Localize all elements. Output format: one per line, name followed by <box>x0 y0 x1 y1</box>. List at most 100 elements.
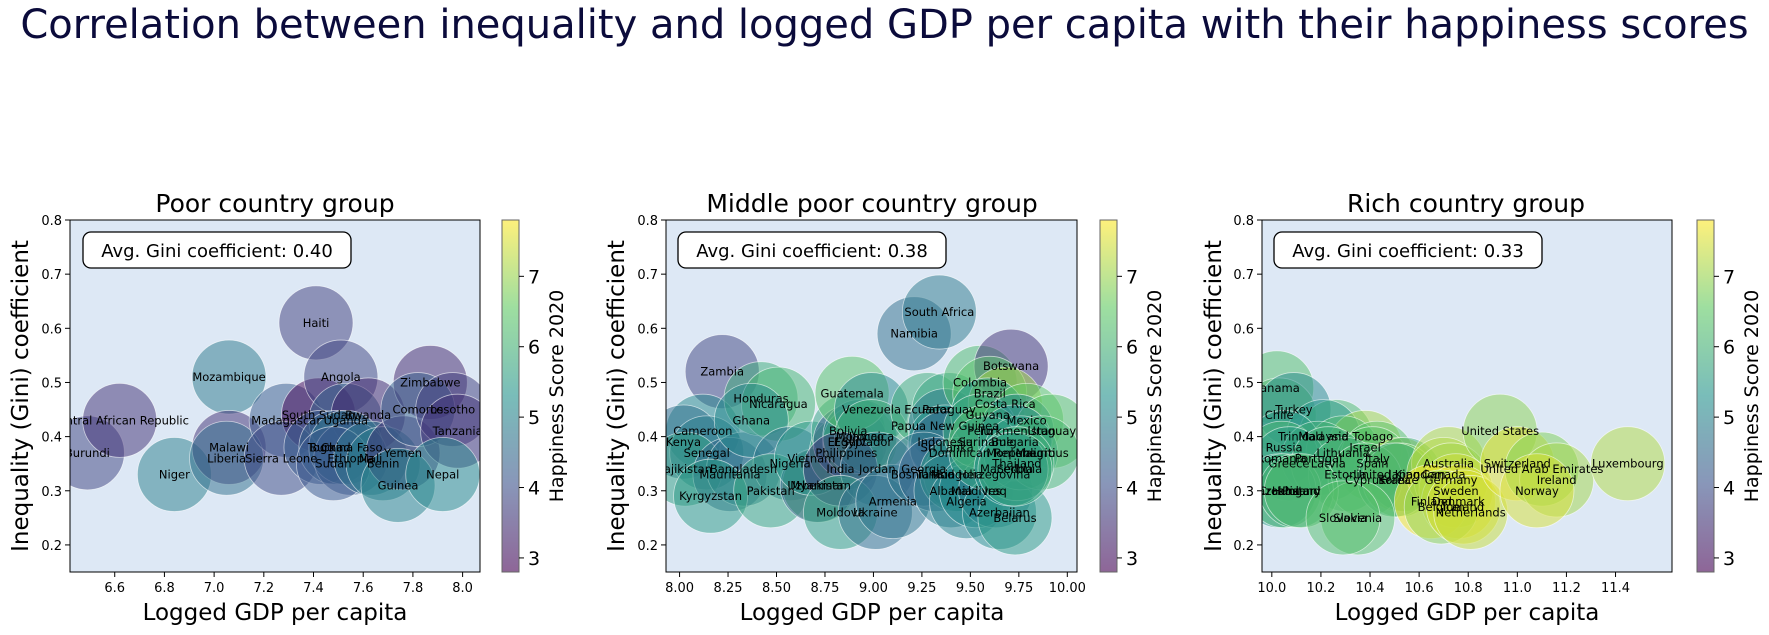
country-label: Guinea <box>378 478 419 492</box>
y-tick-label: 0.5 <box>41 376 62 391</box>
chart-panel-middle-poor: Middle poor country group Zambia Cameroon… <box>604 189 1166 626</box>
colorbar <box>1696 219 1715 573</box>
y-tick-label: 0.4 <box>41 431 62 446</box>
country-label: Italy <box>1365 451 1390 465</box>
country-label: Moldova <box>816 505 864 519</box>
scatter-points <box>1262 350 1666 556</box>
country-label: Croatia <box>1259 484 1300 498</box>
country-label: El Salvador <box>828 435 893 449</box>
country-label: Bangladesh <box>710 462 777 476</box>
y-tick-label: 0.8 <box>1233 214 1254 229</box>
plot-frame <box>665 219 1078 573</box>
colorbar-tick-label: 7 <box>528 266 540 288</box>
country-label: Germany <box>1425 473 1478 487</box>
country-label: Belgium <box>1418 500 1465 514</box>
y-axis-ticks: 0.2 0.3 0.4 0.5 0.6 0.7 0.8 <box>1233 214 1262 554</box>
country-label: Peru <box>967 424 993 438</box>
country-label: Suriname <box>958 435 1013 449</box>
colorbar-tick-label: 3 <box>528 548 540 570</box>
country-label: Central African Republic <box>50 413 188 427</box>
colorbar-tick-label: 7 <box>1723 266 1735 288</box>
chart-panel-poor: Poor country group Burundi Central Africa… <box>8 189 568 626</box>
panel-title: Rich country group <box>1347 189 1585 218</box>
country-label: Philippines <box>815 446 877 460</box>
country-label: United Arab Emirates <box>1480 462 1603 476</box>
x-tick-label: 10.0 <box>1257 581 1286 596</box>
x-tick-label: 7.8 <box>403 581 424 596</box>
country-label: Mexico <box>1007 413 1047 427</box>
country-label: Pakistan <box>747 484 795 498</box>
country-label: Comoros <box>392 403 443 417</box>
y-tick-label: 0.3 <box>1233 485 1254 500</box>
country-label: Sierra Leone <box>245 451 317 465</box>
country-label: Maldives <box>951 484 1002 498</box>
country-label: France <box>1380 473 1418 487</box>
colorbar-ticks: 3 4 5 6 7 <box>1117 266 1138 570</box>
country-label: Tunisia <box>915 468 955 482</box>
colorbar-tick-label: 4 <box>528 478 540 500</box>
colorbar-tick-label: 3 <box>1126 548 1138 570</box>
panel-title: Poor country group <box>155 189 394 218</box>
country-label: Latvia <box>1311 457 1346 471</box>
y-tick-label: 0.5 <box>1233 376 1254 391</box>
colorbar-ticks: 3 4 5 6 7 <box>1714 266 1735 570</box>
y-axis-label: Inequality (Gini) coefficient <box>1201 240 1227 552</box>
country-label: Rwanda <box>345 408 391 422</box>
country-label: Indonesia <box>917 435 973 449</box>
country-label: Greece <box>1269 457 1310 471</box>
country-label: South Sudan <box>282 408 355 422</box>
x-tick-label: 7.4 <box>303 581 324 596</box>
country-label: Iraq <box>984 484 1006 498</box>
x-tick-label: 8.25 <box>714 581 743 596</box>
colorbar-tick-label: 5 <box>1723 407 1735 429</box>
country-label: Yemen <box>383 446 422 460</box>
colorbar <box>501 219 520 573</box>
x-axis-label: Logged GDP per capita <box>1335 600 1600 626</box>
country-label: Ireland <box>1537 473 1577 487</box>
country-label: Russia <box>1266 440 1303 454</box>
x-tick-label: 8.75 <box>810 581 839 596</box>
country-label: Niger <box>159 468 190 482</box>
country-label: Zambia <box>700 365 744 379</box>
bubble-luxembourg <box>1590 426 1666 502</box>
x-tick-label: 10.8 <box>1454 581 1483 596</box>
country-label: Montenegro <box>986 446 1055 460</box>
country-label: Bulgaria <box>991 435 1039 449</box>
colorbar-tick-label: 7 <box>1126 266 1138 288</box>
x-tick-label: 9.25 <box>907 581 936 596</box>
y-tick-label: 0.7 <box>41 268 62 283</box>
country-label: Burkina Faso <box>309 440 382 454</box>
country-label: Vietnam <box>787 451 835 465</box>
country-label: Sweden <box>1433 484 1478 498</box>
country-label: Portugal <box>1295 451 1343 465</box>
country-label: India <box>826 462 854 476</box>
y-axis-ticks: 0.2 0.3 0.4 0.5 0.6 0.7 0.8 <box>637 214 666 554</box>
country-label: Myanmar <box>790 478 844 492</box>
country-label: Switzerland <box>1484 457 1551 471</box>
y-tick-label: 0.4 <box>1233 431 1254 446</box>
y-axis-label: Inequality (Gini) coefficient <box>604 240 630 552</box>
y-tick-label: 0.4 <box>637 431 658 446</box>
country-label: Colombia <box>953 375 1007 389</box>
country-label: Chile <box>1265 408 1294 422</box>
x-tick-label: 9.00 <box>859 581 888 596</box>
country-label: Angola <box>321 370 361 384</box>
country-label: Sudan <box>315 457 351 471</box>
colorbar-label: Happiness Score 2020 <box>1144 290 1166 503</box>
colorbar-tick-label: 6 <box>1723 337 1735 359</box>
country-label: United Kingdom <box>1353 468 1445 482</box>
country-label: Slovenia <box>1333 511 1382 525</box>
country-label: Tanzania <box>432 424 483 438</box>
country-label: Ecuador <box>904 403 951 417</box>
x-axis-label: Logged GDP per capita <box>740 600 1005 626</box>
x-axis-ticks: 8.00 8.25 8.50 8.75 9.00 9.25 9.50 9.75 10.00 <box>665 572 1086 596</box>
country-label: Zimbabwe <box>400 375 460 389</box>
country-label: Guyana <box>966 408 1010 422</box>
country-label: Kyrgyzstan <box>679 489 742 503</box>
country-label: Bolivia <box>829 424 867 438</box>
country-label: Belarus <box>993 511 1036 525</box>
country-label: Denmark <box>1432 495 1485 509</box>
country-label: Georgia <box>901 462 946 476</box>
y-axis-ticks: 0.2 0.3 0.4 0.5 0.6 0.7 0.8 <box>41 214 70 554</box>
